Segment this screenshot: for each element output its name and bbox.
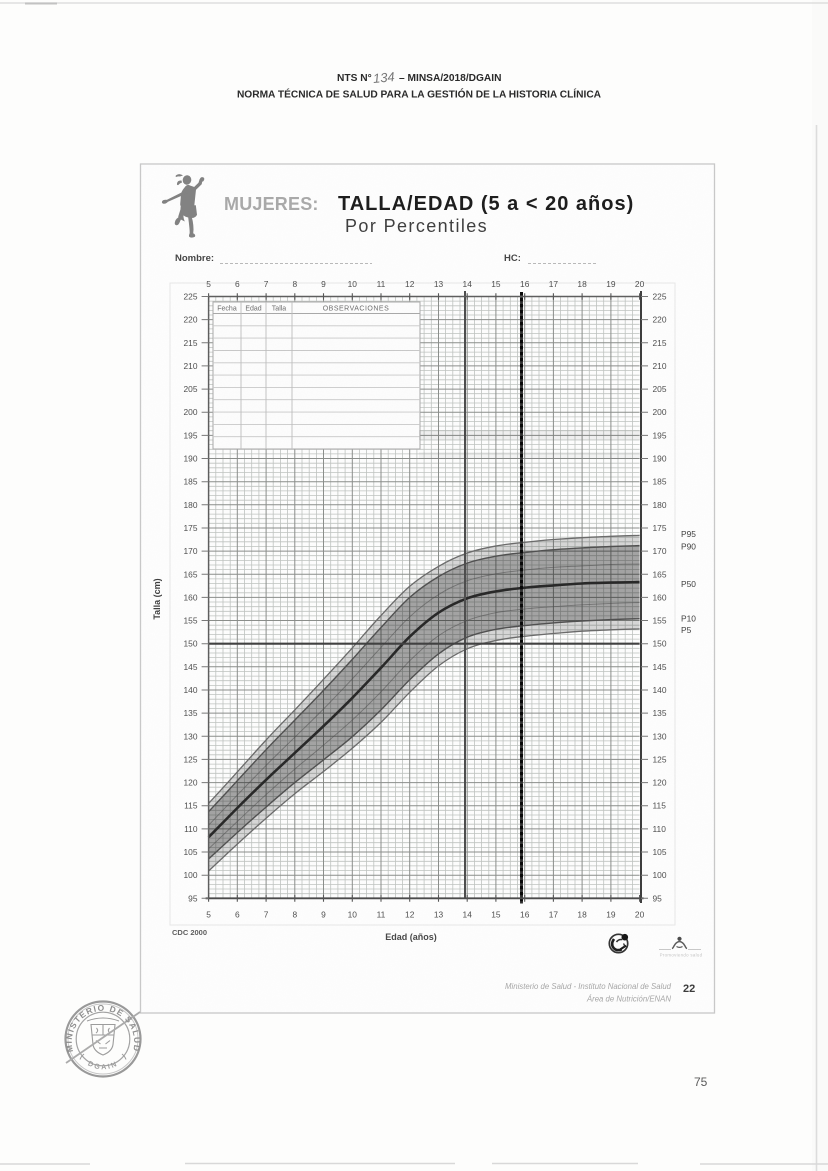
svg-text:134: 134 <box>372 69 395 86</box>
svg-text:DGAIN: DGAIN <box>86 1059 119 1072</box>
svg-text:NTS N°: NTS N° <box>337 73 372 84</box>
svg-text:NORMA TÉCNICA DE SALUD PARA LA: NORMA TÉCNICA DE SALUD PARA LA GESTIÓN D… <box>237 88 602 101</box>
svg-text:– MINSA/2018/DGAIN: – MINSA/2018/DGAIN <box>399 73 501 84</box>
svg-text:75: 75 <box>694 1075 708 1089</box>
